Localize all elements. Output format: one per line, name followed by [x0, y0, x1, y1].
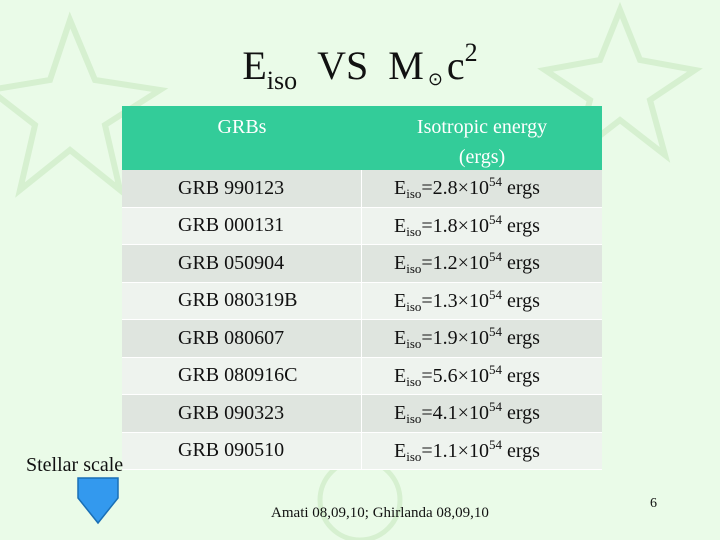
table-header: Isotropic energy (ergs) — [362, 106, 602, 170]
symbol: E — [394, 177, 407, 200]
unit: ergs — [506, 289, 540, 312]
subscript: iso — [406, 336, 422, 352]
unit: ergs — [506, 214, 540, 237]
mantissa: =2.8×10 — [421, 177, 489, 200]
energy-value: Eiso=1.8×1054 ergs — [394, 212, 540, 240]
energy-cell: Eiso=1.9×1054 ergs — [362, 320, 602, 358]
grb-name: GRB 990123 — [122, 170, 362, 208]
subscript: iso — [406, 223, 422, 239]
mantissa: =1.3×10 — [421, 289, 489, 312]
unit: ergs — [506, 364, 540, 387]
unit: ergs — [506, 439, 540, 462]
mantissa: =1.8×10 — [421, 214, 489, 237]
energy-cell: Eiso=2.8×1054 ergs — [362, 170, 602, 208]
grb-name: GRB 000131 — [122, 207, 362, 245]
energy-value: Eiso=1.2×1054 ergs — [394, 249, 540, 277]
exponent: 54 — [488, 324, 502, 340]
unit: ergs — [506, 402, 540, 425]
energy-value: Eiso=1.1×1054 ergs — [394, 437, 540, 465]
unit: ergs — [506, 252, 540, 275]
subscript: iso — [406, 186, 422, 202]
energy-cell: Eiso=4.1×1054 ergs — [362, 395, 602, 433]
symbol: E — [394, 289, 407, 312]
energy-cell: Eiso=1.8×1054 ergs — [362, 207, 602, 245]
slide-title: Eiso VS M ⊙ c2 — [242, 38, 478, 95]
subscript: iso — [406, 448, 422, 464]
exponent: 54 — [488, 174, 502, 190]
grb-name: GRB 050904 — [122, 245, 362, 283]
side-label: Stellar scale — [26, 454, 124, 476]
energy-value: Eiso=1.9×1054 ergs — [394, 324, 540, 352]
grb-name: GRB 090510 — [122, 432, 362, 470]
energy-value: Eiso=1.3×1054 ergs — [394, 287, 540, 315]
mantissa: =1.1×10 — [421, 439, 489, 462]
exponent: 54 — [488, 436, 502, 452]
grb-name: GRB 080916C — [122, 357, 362, 395]
down-arrow — [77, 477, 119, 525]
symbol: E — [394, 364, 407, 387]
mantissa: =1.2×10 — [421, 252, 489, 275]
subscript: iso — [406, 298, 422, 314]
reference: Amati 08,09,10; Ghirlanda 08,09,10 — [271, 505, 489, 521]
mantissa: =5.6×10 — [421, 364, 489, 387]
grb-name: GRB 080319B — [122, 282, 362, 320]
subscript: iso — [406, 261, 422, 277]
exponent: 54 — [488, 211, 502, 227]
symbol: E — [394, 402, 407, 425]
page-number: 6 — [650, 496, 657, 511]
energy-cell: Eiso=5.6×1054 ergs — [362, 357, 602, 395]
energy-value: Eiso=2.8×1054 ergs — [394, 174, 540, 202]
grb-name: GRB 080607 — [122, 320, 362, 358]
symbol: E — [394, 252, 407, 275]
symbol: E — [394, 214, 407, 237]
exponent: 54 — [488, 286, 502, 302]
energy-cell: Eiso=1.2×1054 ergs — [362, 245, 602, 283]
exponent: 54 — [488, 361, 502, 377]
energy-cell: Eiso=1.3×1054 ergs — [362, 282, 602, 320]
grb-name: GRB 090323 — [122, 395, 362, 433]
table-header: GRBs — [122, 106, 362, 170]
exponent: 54 — [488, 399, 502, 415]
unit: ergs — [506, 327, 540, 350]
mantissa: =4.1×10 — [421, 402, 489, 425]
symbol: E — [394, 439, 407, 462]
mantissa: =1.9×10 — [421, 327, 489, 350]
symbol: E — [394, 327, 407, 350]
unit: ergs — [506, 177, 540, 200]
exponent: 54 — [488, 249, 502, 265]
energy-value: Eiso=4.1×1054 ergs — [394, 399, 540, 427]
subscript: iso — [406, 373, 422, 389]
energy-value: Eiso=5.6×1054 ergs — [394, 362, 540, 390]
energy-cell: Eiso=1.1×1054 ergs — [362, 432, 602, 470]
subscript: iso — [406, 411, 422, 427]
